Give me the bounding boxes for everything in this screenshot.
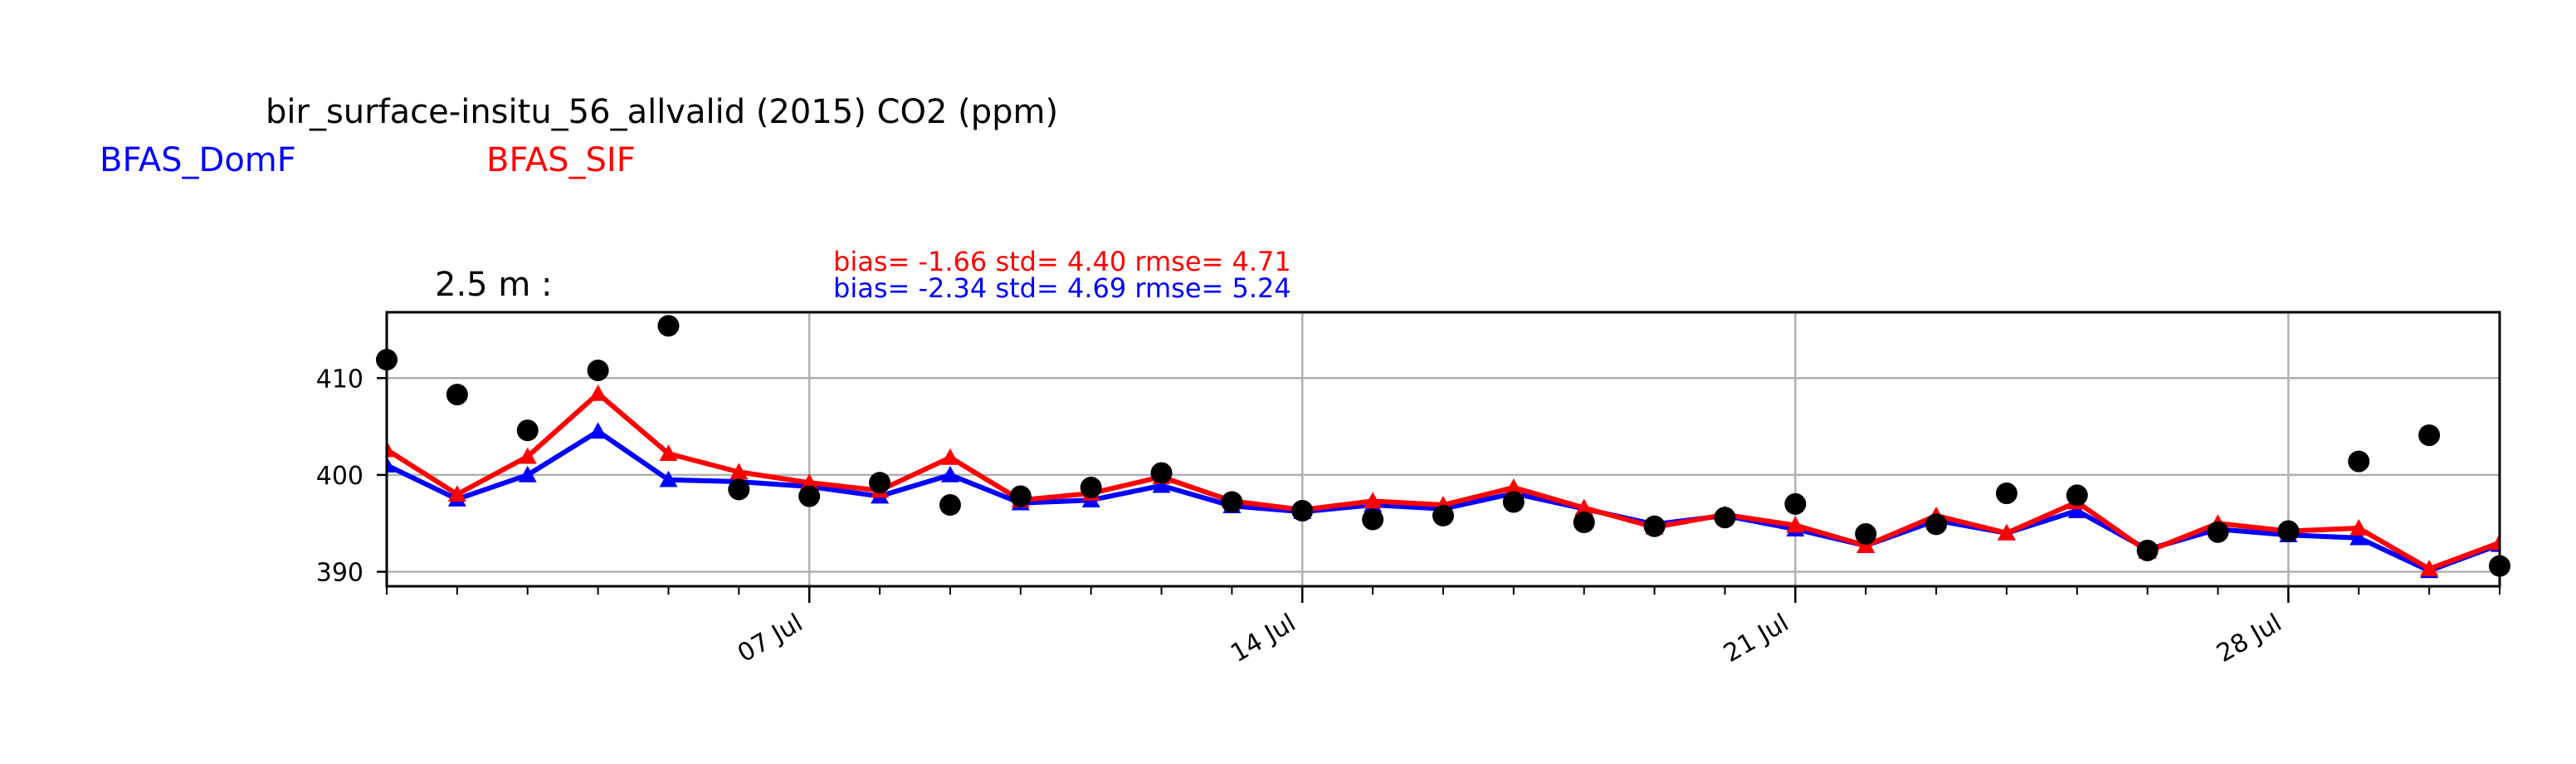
observation-point [939,494,961,517]
observation-point [1009,485,1032,507]
x-tick-label: 28 Jul [2212,609,2286,668]
series-point-triangle [729,463,749,480]
chart-title: bir_surface-insitu_56_allvalid (2015) CO… [266,93,1059,131]
series-point-triangle [800,473,819,491]
observation-point [1080,477,1102,499]
series-point-triangle [518,447,537,464]
series-point-triangle [1364,492,1383,509]
stats-bfas-domf: bias= -2.34 std= 4.69 rmse= 5.24 [833,272,1291,304]
observation-point [1784,492,1807,515]
observation-point [1432,504,1454,526]
observation-point [1995,482,2017,505]
series-point-triangle [659,444,678,462]
y-tick-label: 390 [316,559,363,588]
observation-point [587,359,609,381]
series-point-triangle [2067,502,2086,518]
observation-point [2418,424,2441,447]
series-point-triangle [1786,516,1805,533]
legend-entry-bfas-domf: BFAS_DomF [100,141,296,179]
series-point-triangle [447,485,466,502]
y-tick-label: 410 [316,365,363,394]
series-point-triangle [2491,533,2500,551]
observation-point [1925,513,1948,536]
observation-point [516,419,539,442]
observation-point [1221,491,1243,513]
observation-point [728,478,750,501]
observation-point [1362,508,1384,531]
observation-point [1150,462,1173,484]
x-tick-label: 07 Jul [733,609,807,668]
series-point-triangle [387,440,396,458]
observation-point [446,384,468,406]
series-point-triangle [2349,528,2369,546]
x-tick-label: 14 Jul [1226,609,1300,668]
axes-frame [385,311,2501,588]
observation-point [1714,507,1736,529]
observation-point [1502,491,1525,513]
series-point-triangle [1504,478,1523,495]
series-point-triangle [940,448,959,465]
observation-point [869,472,891,494]
series-point-triangle [1997,523,2016,541]
series-point-triangle [518,465,537,482]
observation-point [2136,539,2159,561]
series-point-triangle [2349,519,2369,536]
series-point-triangle [1152,476,1171,493]
observation-point [1855,523,1877,546]
observation-point [2207,521,2229,543]
observation-point [2348,450,2370,473]
legend-entry-bfas-sif: BFAS_SIF [486,141,636,179]
observation-point [2277,520,2300,542]
series-point-triangle [387,456,396,473]
observation-point [1643,515,1666,537]
observation-point [1291,500,1314,522]
observation-point [2066,484,2088,507]
series-point-triangle [940,465,959,482]
stats-bfas-sif: bias= -1.66 std= 4.40 rmse= 4.71 [833,246,1291,277]
series-point-triangle [2420,560,2439,576]
series-point-triangle [1574,498,1593,516]
observation-point [798,485,821,507]
y-tick-label: 400 [316,462,363,491]
panel-label: 2.5 m : [435,266,553,304]
x-tick-label: 21 Jul [1719,609,1793,668]
series-point-triangle [588,422,607,439]
observation-point [1573,512,1595,534]
observation-point [657,315,680,337]
series-point-triangle [659,470,678,487]
series-point-triangle [588,384,607,401]
